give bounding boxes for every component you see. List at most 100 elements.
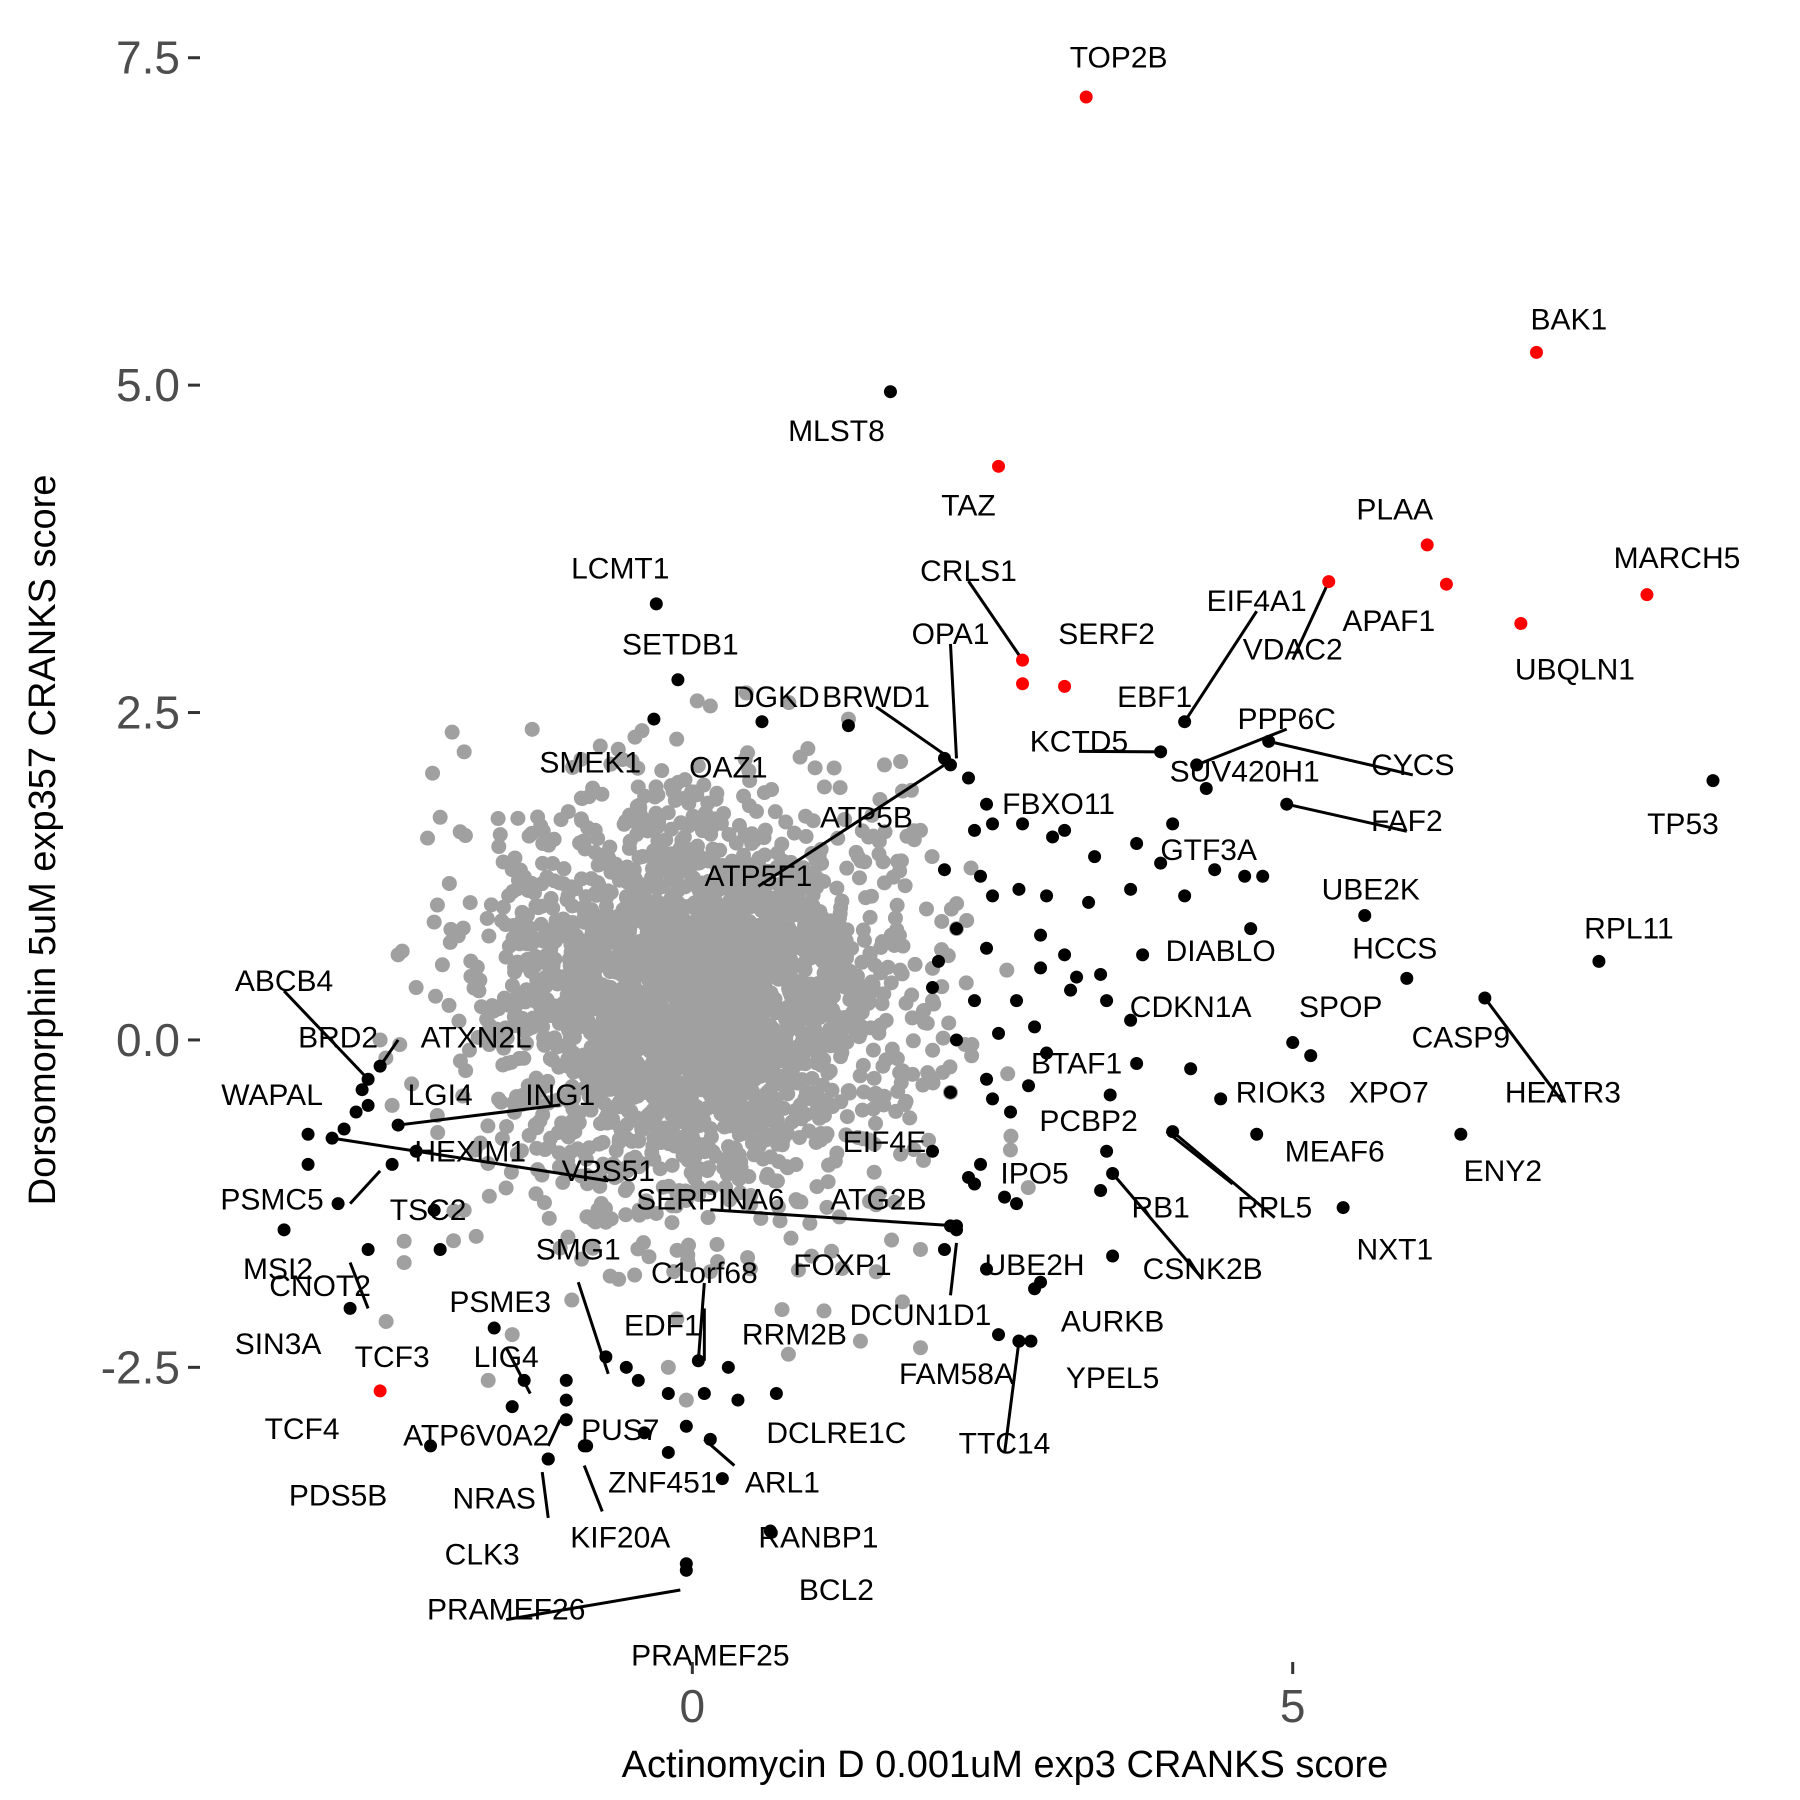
background-point: [1000, 1066, 1016, 1082]
leader-line: [949, 1242, 958, 1296]
background-point: [599, 952, 615, 968]
background-point: [509, 987, 525, 1003]
background-point: [529, 1140, 545, 1156]
background-point: [661, 967, 677, 983]
background-point: [905, 1033, 921, 1049]
background-point: [912, 822, 928, 838]
background-point: [495, 899, 511, 915]
gene-label-tcf3: TCF3: [355, 1341, 430, 1374]
background-point: [619, 1163, 635, 1179]
leader-line: [1483, 997, 1565, 1104]
background-point: [425, 765, 441, 781]
background-point: [830, 1020, 846, 1036]
gene-point: [937, 1242, 951, 1256]
leader-line: [397, 1103, 561, 1127]
background-point: [613, 966, 629, 982]
gene-point: [409, 1144, 423, 1158]
background-point: [943, 901, 959, 917]
background-point: [819, 1126, 835, 1142]
leader-line: [331, 1136, 609, 1183]
background-point: [959, 912, 975, 928]
background-point: [839, 860, 855, 876]
background-point: [738, 685, 754, 701]
background-point: [749, 974, 765, 990]
gene-label-abcb4: ABCB4: [235, 965, 333, 998]
background-point: [774, 1302, 790, 1318]
gene-point-setdb1: [671, 673, 685, 687]
background-point: [430, 1125, 446, 1141]
background-point: [495, 1057, 511, 1073]
leader-line: [540, 1471, 550, 1519]
background-point: [699, 1017, 715, 1033]
gene-point: [1058, 948, 1072, 962]
background-point: [709, 1236, 725, 1252]
background-point: [795, 1038, 811, 1054]
background-point: [673, 984, 689, 1000]
gene-point: [487, 1321, 501, 1335]
background-point: [611, 928, 627, 944]
background-point: [709, 874, 725, 890]
gene-label-rpl11: RPL11: [1584, 913, 1674, 946]
background-point: [372, 1032, 388, 1048]
background-point: [935, 1030, 951, 1046]
background-point: [741, 1169, 757, 1185]
background-point: [780, 1024, 796, 1040]
background-point: [736, 881, 752, 897]
background-point: [916, 1015, 932, 1031]
background-point: [498, 1020, 514, 1036]
background-point: [590, 875, 606, 891]
y-tick-label: 0.0: [116, 1014, 180, 1066]
background-point: [698, 1136, 714, 1152]
gene-label-eif4a1: EIF4A1: [1207, 585, 1307, 618]
gene-point: [703, 1432, 717, 1446]
gene-point-ttc14: [1012, 1334, 1026, 1348]
background-point: [756, 785, 772, 801]
background-point: [741, 798, 757, 814]
background-point: [754, 872, 770, 888]
gene-point-pus7: [559, 1393, 573, 1407]
background-point: [624, 753, 640, 769]
gene-label-c1orf68: C1orf68: [651, 1257, 758, 1290]
background-point: [603, 756, 619, 772]
background-point: [660, 1359, 676, 1375]
background-point: [592, 738, 608, 754]
background-point: [542, 922, 558, 938]
gene-point-abcb4: [361, 1072, 375, 1086]
gene-point: [986, 889, 1000, 903]
background-point: [477, 1030, 493, 1046]
background-point: [627, 729, 643, 745]
background-point: [884, 1041, 900, 1057]
gene-label-ypel5: YPEL5: [1066, 1362, 1159, 1395]
gene-point: [1012, 882, 1026, 896]
background-point: [507, 850, 523, 866]
background-point: [613, 869, 629, 885]
gene-point: [1178, 889, 1192, 903]
gene-point: [769, 1387, 783, 1401]
background-point: [581, 904, 597, 920]
background-point: [696, 990, 712, 1006]
background-point: [634, 1122, 650, 1138]
background-point: [826, 760, 842, 776]
background-point: [725, 862, 741, 878]
gene-point-atxn2l: [355, 1083, 369, 1097]
background-point: [773, 898, 789, 914]
background-point: [378, 1314, 394, 1330]
gene-point: [986, 817, 1000, 831]
background-point: [838, 1127, 854, 1143]
background-point: [784, 933, 800, 949]
background-point: [432, 809, 448, 825]
gene-point-psme3: [559, 1373, 573, 1387]
y-axis-title: Dorsomorphin 5uM exp357 CRANKS score: [22, 475, 64, 1206]
gene-label-spop: SPOP: [1299, 991, 1382, 1024]
background-point: [781, 1046, 797, 1062]
gene-point: [980, 941, 994, 955]
gene-label-bak1: BAK1: [1531, 304, 1608, 337]
leader-line: [1286, 802, 1408, 833]
gene-point-psmc5: [301, 1157, 315, 1171]
background-point: [839, 1109, 855, 1125]
background-point: [722, 1192, 738, 1208]
background-point: [600, 850, 616, 866]
background-point: [816, 1108, 832, 1124]
gene-point: [949, 1033, 963, 1047]
background-point: [457, 828, 473, 844]
